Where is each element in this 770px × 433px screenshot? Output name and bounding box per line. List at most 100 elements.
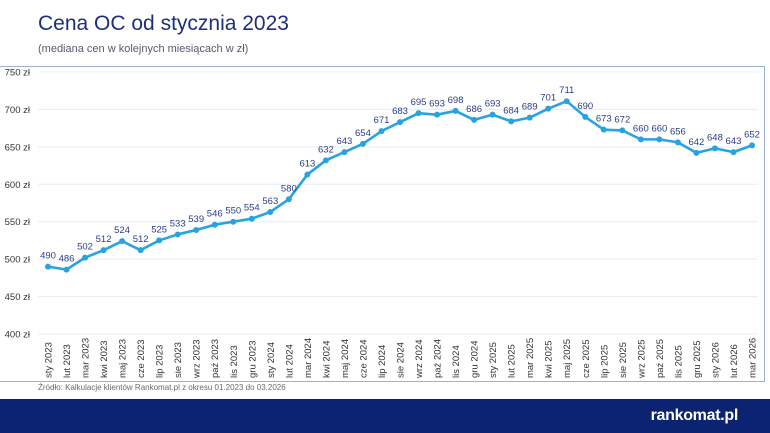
data-label: 533 <box>170 218 186 229</box>
x-tick-label: sty 2026 <box>710 342 721 378</box>
x-tick-label: mar 2023 <box>81 338 92 378</box>
data-point <box>174 231 181 238</box>
y-tick-label: 700 zł <box>5 105 31 116</box>
data-label: 554 <box>244 203 260 214</box>
data-label: 546 <box>207 209 223 220</box>
data-point <box>674 139 681 146</box>
data-label: 643 <box>726 136 742 147</box>
x-tick-label: lut 2025 <box>507 344 518 378</box>
data-point <box>397 119 403 126</box>
x-tick-label: lip 2024 <box>377 345 388 378</box>
y-tick-label: 750 zł <box>5 68 31 79</box>
data-label: 580 <box>281 183 297 194</box>
data-label: 502 <box>77 242 93 253</box>
data-label: 660 <box>633 123 649 134</box>
x-tick-label: mar 2026 <box>748 338 759 378</box>
data-point <box>415 110 422 117</box>
data-point <box>63 266 70 273</box>
data-label: 642 <box>688 137 704 148</box>
data-label: 672 <box>614 114 630 125</box>
data-point <box>248 215 255 222</box>
rankomat-logo: rankomat.pl <box>650 407 739 424</box>
data-label: 673 <box>596 114 612 125</box>
data-label: 524 <box>114 225 130 236</box>
x-tick-label: lut 2026 <box>729 344 740 378</box>
y-tick-label: 600 zł <box>5 180 31 191</box>
data-point <box>434 111 441 118</box>
x-tick-label: lip 2025 <box>599 345 610 378</box>
x-tick-label: sty 2023 <box>44 342 55 378</box>
data-point <box>619 127 626 134</box>
data-point <box>508 118 515 125</box>
data-label: 512 <box>133 234 149 245</box>
x-tick-label: wrz 2023 <box>192 339 203 379</box>
source-note: Źródło: Kalkulacje klientów Rankomat.pl … <box>38 383 286 392</box>
data-label: 690 <box>577 101 593 112</box>
x-tick-label: cze 2025 <box>581 339 592 378</box>
data-point <box>489 111 496 118</box>
data-label: 671 <box>374 115 390 126</box>
data-point <box>656 136 663 143</box>
data-point <box>137 247 144 254</box>
y-tick-label: 550 zł <box>5 217 31 228</box>
chart-subtitle: (mediana cen w kolejnych miesiącach w zł… <box>38 43 249 55</box>
data-label: 525 <box>151 224 167 235</box>
x-tick-label: kwi 2023 <box>99 341 110 379</box>
data-point <box>582 113 589 120</box>
data-label: 652 <box>744 129 760 140</box>
data-point <box>322 157 329 164</box>
x-tick-label: gru 2024 <box>470 340 481 378</box>
data-label: 490 <box>40 251 56 262</box>
data-label: 660 <box>651 123 667 134</box>
x-tick-label: lis 2024 <box>451 345 462 378</box>
y-tick-label: 450 zł <box>5 292 31 303</box>
x-tick-label: wrz 2025 <box>636 339 647 379</box>
data-point <box>637 136 644 143</box>
data-label: 693 <box>429 99 445 110</box>
data-point <box>545 105 552 112</box>
chart-frame <box>0 66 765 382</box>
data-point <box>100 247 107 254</box>
x-tick-label: maj 2023 <box>118 339 129 378</box>
data-label: 711 <box>559 85 574 96</box>
data-label: 539 <box>188 214 204 225</box>
data-label: 486 <box>59 254 75 265</box>
data-label: 654 <box>355 128 371 139</box>
data-label: 643 <box>336 136 352 147</box>
data-point <box>471 116 478 123</box>
data-point <box>230 218 237 225</box>
data-point <box>563 98 570 105</box>
data-point <box>452 107 459 114</box>
data-label: 648 <box>707 132 723 143</box>
x-tick-label: kwi 2024 <box>321 341 332 379</box>
x-tick-label: kwi 2025 <box>544 341 555 379</box>
x-tick-label: lis 2023 <box>229 345 240 378</box>
data-point <box>711 145 718 152</box>
line-chart: 400 zł 450 zł 500 zł 550 zł 600 zł 650 zł 700 … <box>5 68 760 380</box>
data-point <box>693 149 700 156</box>
x-tick-label: sie 2024 <box>396 342 407 378</box>
data-point <box>600 126 607 133</box>
data-point <box>526 114 533 121</box>
x-tick-label: paź 2024 <box>433 339 444 378</box>
x-tick-label: cze 2023 <box>136 339 147 378</box>
data-point <box>749 142 755 149</box>
x-tick-label: paź 2025 <box>655 339 666 378</box>
chart-title: Cena OC od stycznia 2023 <box>38 12 289 35</box>
data-point <box>267 208 274 215</box>
x-tick-label: cze 2024 <box>358 339 369 378</box>
x-tick-label: lut 2023 <box>62 344 73 378</box>
data-label: 550 <box>225 206 241 217</box>
y-tick-label: 650 zł <box>5 142 31 153</box>
data-label: 563 <box>262 196 278 207</box>
x-tick-label: gru 2023 <box>247 340 258 378</box>
data-label: 613 <box>299 159 315 170</box>
x-tick-label: lut 2024 <box>284 344 295 378</box>
y-tick-label: 500 zł <box>5 255 31 266</box>
x-tick-label: sie 2023 <box>173 342 184 378</box>
x-tick-label: paź 2023 <box>210 339 221 378</box>
data-point <box>45 263 51 270</box>
data-label: 632 <box>318 144 334 155</box>
data-label: 698 <box>448 95 464 106</box>
x-tick-label: sie 2025 <box>618 342 629 378</box>
